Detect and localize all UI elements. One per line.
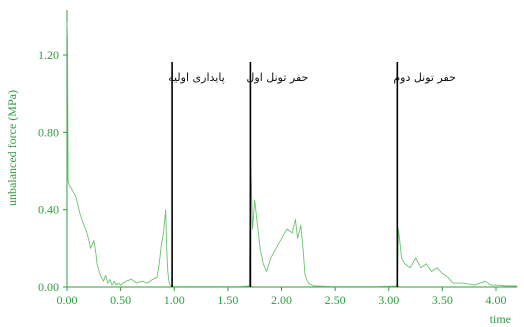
y-tick-label: 0.80 bbox=[38, 125, 59, 139]
y-axis-label: unbalanced force (MPa) bbox=[5, 90, 19, 206]
x-tick-label: 4.00 bbox=[486, 293, 507, 307]
x-tick-labels: 0.00 0.50 1.00 1.50 2.00 2.50 3.00 3.50 4.00 bbox=[57, 287, 507, 307]
stage-marker-label: پایداری اولیه bbox=[168, 71, 225, 84]
x-tick-label: 2.50 bbox=[325, 293, 346, 307]
y-tick-label: 0.00 bbox=[38, 280, 59, 294]
stage-markers: پایداری اولیه حفر تونل اول حفر تونل دوم bbox=[168, 62, 456, 287]
axes bbox=[66, 10, 517, 288]
stage-marker-label: حفر تونل اول bbox=[246, 71, 308, 84]
x-tick-label: 0.00 bbox=[57, 293, 78, 307]
stage-marker-label: حفر تونل دوم bbox=[393, 71, 456, 84]
x-tick-label: 1.50 bbox=[217, 293, 238, 307]
y-tick-label: 1.20 bbox=[38, 48, 59, 62]
x-tick-label: 2.00 bbox=[271, 293, 292, 307]
y-tick-labels: 0.00 0.40 0.80 1.20 bbox=[38, 48, 67, 294]
x-tick-label: 3.00 bbox=[378, 293, 399, 307]
x-tick-label: 1.00 bbox=[164, 293, 185, 307]
x-tick-label: 0.50 bbox=[110, 293, 131, 307]
x-tick-label: 3.50 bbox=[432, 293, 453, 307]
series-line bbox=[66, 22, 518, 288]
y-tick-label: 0.40 bbox=[38, 203, 59, 217]
x-axis-label: time bbox=[490, 312, 511, 326]
